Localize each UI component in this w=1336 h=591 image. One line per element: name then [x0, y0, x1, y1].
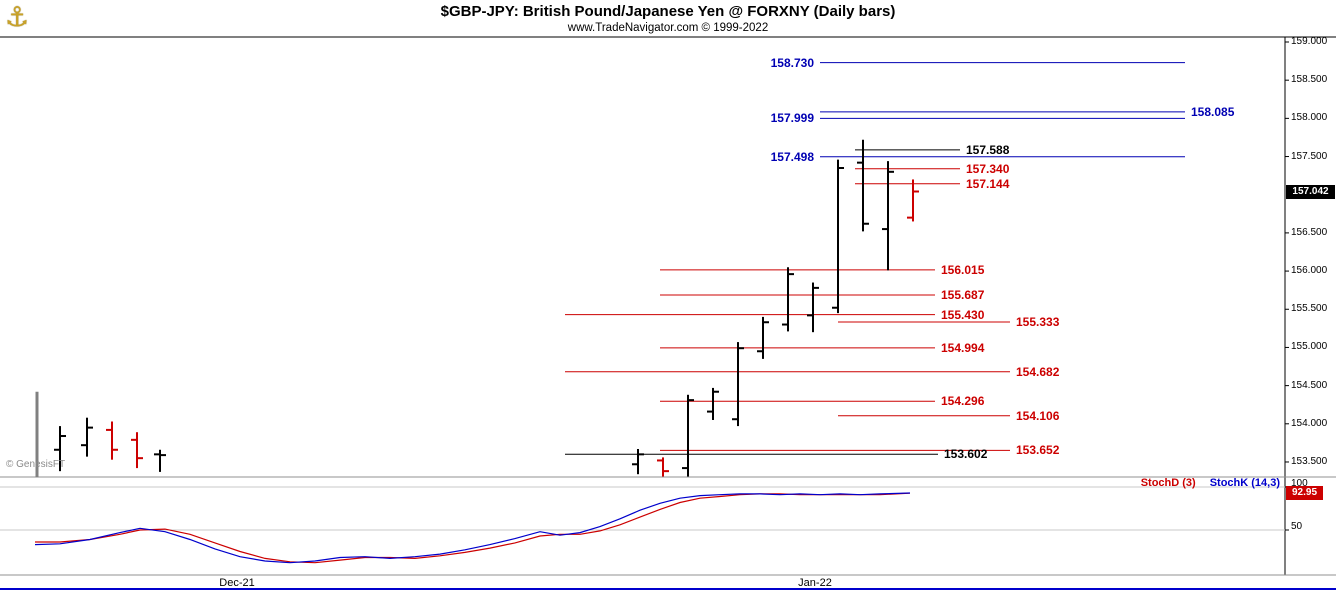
indicator-legend: StochD (3) StochK (14,3)	[1141, 477, 1280, 489]
watermark: © GenesisFT	[6, 459, 66, 470]
stoch-value-badge: 92.95	[1286, 486, 1323, 501]
last-price-badge: 157.042	[1286, 184, 1335, 199]
stochd-line	[35, 492, 911, 564]
stochk-line	[34, 492, 911, 564]
chart-title: $GBP-JPY: British Pound/Japanese Yen @ F…	[440, 3, 896, 20]
genesis-logo-icon: ⚓	[5, 2, 30, 32]
legend-stochk-label: StochK (14,3)	[1209, 477, 1280, 489]
chart-subtitle: www.TradeNavigator.com © 1999-2022	[567, 22, 769, 34]
legend-stochd-label: StochD (3)	[1140, 477, 1196, 489]
